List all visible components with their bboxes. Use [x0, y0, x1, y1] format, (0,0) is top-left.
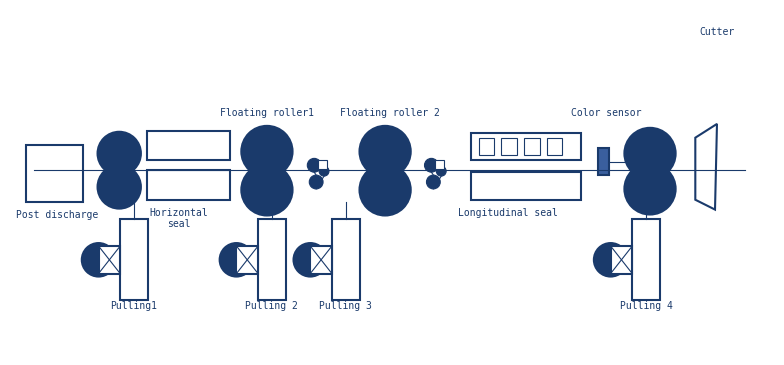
Text: Color sensor: Color sensor — [572, 108, 642, 118]
Circle shape — [110, 143, 129, 163]
Circle shape — [241, 126, 292, 177]
Bar — [470, 172, 581, 200]
Text: Pulling1: Pulling1 — [111, 301, 158, 311]
Bar — [310, 246, 332, 274]
Circle shape — [360, 164, 411, 215]
Bar — [435, 160, 445, 169]
Circle shape — [82, 243, 115, 277]
Circle shape — [110, 177, 129, 197]
Circle shape — [373, 178, 397, 202]
Bar — [332, 219, 360, 300]
Circle shape — [602, 251, 619, 269]
Bar — [479, 138, 495, 155]
Bar — [470, 133, 581, 160]
Bar — [611, 246, 632, 274]
Bar — [237, 246, 258, 274]
Circle shape — [624, 163, 676, 215]
Bar — [120, 219, 147, 300]
Circle shape — [220, 243, 253, 277]
Text: Pulling 3: Pulling 3 — [319, 301, 372, 311]
Circle shape — [426, 175, 441, 189]
Circle shape — [319, 166, 329, 176]
Circle shape — [307, 158, 321, 172]
Bar — [632, 219, 660, 300]
Circle shape — [624, 128, 676, 179]
Circle shape — [360, 126, 411, 177]
Bar — [546, 138, 562, 155]
Circle shape — [638, 177, 662, 201]
Bar — [258, 219, 285, 300]
Bar — [501, 138, 517, 155]
Circle shape — [301, 251, 319, 269]
Circle shape — [293, 243, 327, 277]
Bar — [524, 138, 539, 155]
Bar — [99, 246, 120, 274]
Bar — [26, 145, 83, 202]
Circle shape — [241, 164, 292, 215]
Bar — [147, 131, 230, 160]
Circle shape — [373, 140, 397, 163]
Text: Horizontal
seal: Horizontal seal — [149, 208, 208, 229]
Text: Longitudinal seal: Longitudinal seal — [459, 208, 558, 218]
Polygon shape — [695, 124, 717, 210]
Text: Cutter: Cutter — [699, 27, 735, 37]
Text: Floating roller 2: Floating roller 2 — [340, 108, 440, 118]
Circle shape — [227, 251, 245, 269]
Circle shape — [255, 178, 279, 202]
Circle shape — [89, 251, 107, 269]
Circle shape — [424, 158, 438, 172]
Text: Post discharge: Post discharge — [16, 210, 98, 220]
Text: Floating roller1: Floating roller1 — [220, 108, 314, 118]
Circle shape — [309, 175, 323, 189]
Circle shape — [97, 132, 141, 175]
Circle shape — [437, 166, 446, 176]
Bar — [598, 147, 608, 175]
Circle shape — [97, 165, 141, 208]
Circle shape — [593, 243, 627, 277]
Circle shape — [255, 140, 279, 163]
Bar — [318, 160, 327, 169]
Text: Pulling 4: Pulling 4 — [619, 301, 673, 311]
Bar — [147, 170, 230, 200]
Circle shape — [638, 142, 662, 165]
Text: Pulling 2: Pulling 2 — [245, 301, 298, 311]
